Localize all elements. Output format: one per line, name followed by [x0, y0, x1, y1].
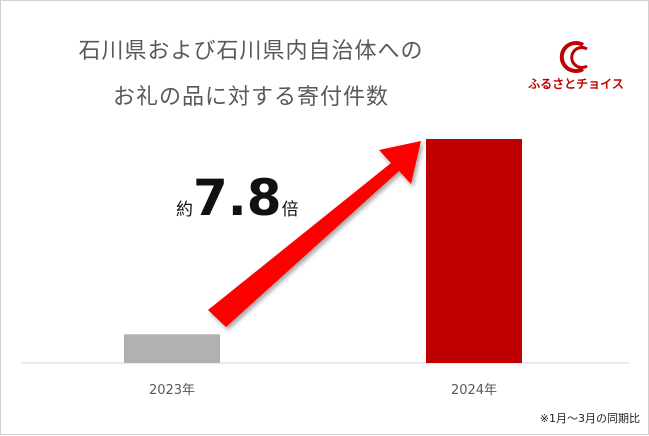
footnote: ※1月～3月の同期比 [539, 412, 640, 425]
logo-mark-icon [559, 41, 588, 73]
bar-1 [124, 334, 220, 363]
annotation-prefix: 約 [176, 200, 193, 220]
logo-text: ふるさとチョイス [528, 77, 624, 91]
bar-2 [426, 139, 522, 363]
growth-arrow [208, 141, 421, 327]
chart-title-line1: 石川県および石川県内自治体への [78, 39, 424, 64]
chart-title-line2: お礼の品に対する寄付件数 [112, 85, 389, 110]
x-tick-label: 2024年 [451, 383, 497, 398]
annotation-value: 7.8 [193, 169, 282, 227]
annotation-suffix: 倍 [281, 200, 299, 220]
x-tick-label: 2023年 [149, 383, 195, 398]
furusato-choice-logo: ふるさとチョイス [521, 39, 631, 99]
growth-annotation: 約7.8倍 [176, 173, 299, 223]
